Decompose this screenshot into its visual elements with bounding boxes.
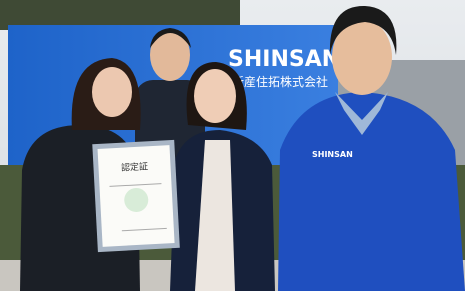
jacket-logo: SHINSAN xyxy=(312,150,353,159)
page: SHINSAN 新産住拓株式会社 認定証 SHINSAN (() => { co… xyxy=(0,0,465,291)
certificate: 認定証 xyxy=(92,140,180,252)
sign-company: 新産住拓株式会社 xyxy=(232,74,328,89)
photo: SHINSAN 新産住拓株式会社 認定証 SHINSAN xyxy=(0,0,465,291)
sign-logo: SHINSAN xyxy=(228,47,340,72)
person-face xyxy=(92,67,132,117)
person-face xyxy=(194,69,236,123)
